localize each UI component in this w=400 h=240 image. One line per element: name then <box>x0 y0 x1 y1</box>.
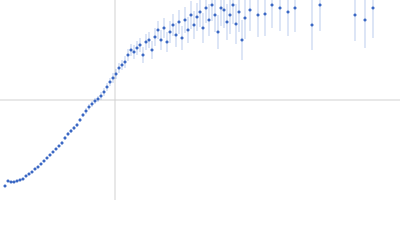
point <box>126 53 130 57</box>
point <box>162 26 166 30</box>
point <box>278 6 282 10</box>
point <box>159 38 163 42</box>
point <box>174 33 178 37</box>
point <box>30 170 34 174</box>
point <box>138 43 142 47</box>
point <box>189 13 193 17</box>
point <box>18 178 22 182</box>
point <box>102 90 106 94</box>
chart <box>0 0 400 200</box>
point <box>270 3 274 7</box>
point <box>66 132 70 136</box>
point <box>108 80 112 84</box>
point <box>45 156 49 160</box>
point <box>198 10 202 14</box>
point <box>123 60 127 64</box>
point <box>87 105 91 109</box>
point <box>114 72 118 76</box>
point <box>165 40 169 44</box>
point <box>201 26 205 30</box>
point <box>132 50 136 54</box>
point <box>54 147 58 151</box>
point <box>27 172 31 176</box>
point <box>81 113 85 117</box>
point <box>310 23 314 27</box>
point <box>111 76 115 80</box>
point <box>156 28 160 32</box>
point <box>57 144 61 148</box>
point <box>225 20 229 24</box>
point <box>90 102 94 106</box>
point <box>263 12 267 16</box>
point <box>153 35 157 39</box>
point <box>171 23 175 27</box>
point <box>129 48 133 52</box>
point <box>318 3 322 7</box>
point <box>237 10 241 14</box>
point <box>42 159 46 163</box>
point <box>180 36 184 40</box>
point <box>256 13 260 17</box>
point <box>21 177 25 181</box>
point <box>192 23 196 27</box>
point <box>371 6 375 10</box>
point <box>207 18 211 22</box>
point <box>228 13 232 17</box>
point <box>120 63 124 67</box>
point <box>78 118 82 122</box>
point <box>96 97 100 101</box>
point <box>243 16 247 20</box>
point <box>72 126 76 130</box>
point <box>204 6 208 10</box>
point <box>3 184 7 188</box>
point <box>69 129 73 133</box>
point <box>60 141 64 145</box>
point <box>248 8 252 12</box>
point <box>353 13 357 17</box>
point <box>75 123 79 127</box>
point <box>93 99 97 103</box>
point <box>231 3 235 7</box>
point <box>177 20 181 24</box>
point <box>222 8 226 12</box>
point <box>147 38 151 42</box>
point <box>234 22 238 26</box>
point <box>39 162 43 166</box>
point <box>219 6 223 10</box>
point <box>105 85 109 89</box>
point <box>213 13 217 17</box>
point <box>141 53 145 57</box>
point <box>195 15 199 19</box>
point <box>63 136 67 140</box>
point <box>150 48 154 52</box>
point <box>33 167 37 171</box>
point <box>183 18 187 22</box>
point <box>12 180 16 184</box>
point <box>144 40 148 44</box>
point <box>6 179 10 183</box>
point <box>99 94 103 98</box>
point <box>168 30 172 34</box>
point <box>24 174 28 178</box>
point <box>36 165 40 169</box>
point <box>216 30 220 34</box>
point <box>84 109 88 113</box>
point <box>117 66 121 70</box>
point <box>9 180 13 184</box>
point <box>15 179 19 183</box>
point <box>363 18 367 22</box>
point <box>210 3 214 7</box>
point <box>51 150 55 154</box>
point <box>293 6 297 10</box>
point <box>240 38 244 42</box>
point <box>286 10 290 14</box>
point <box>186 28 190 32</box>
point <box>48 153 52 157</box>
point <box>135 46 139 50</box>
